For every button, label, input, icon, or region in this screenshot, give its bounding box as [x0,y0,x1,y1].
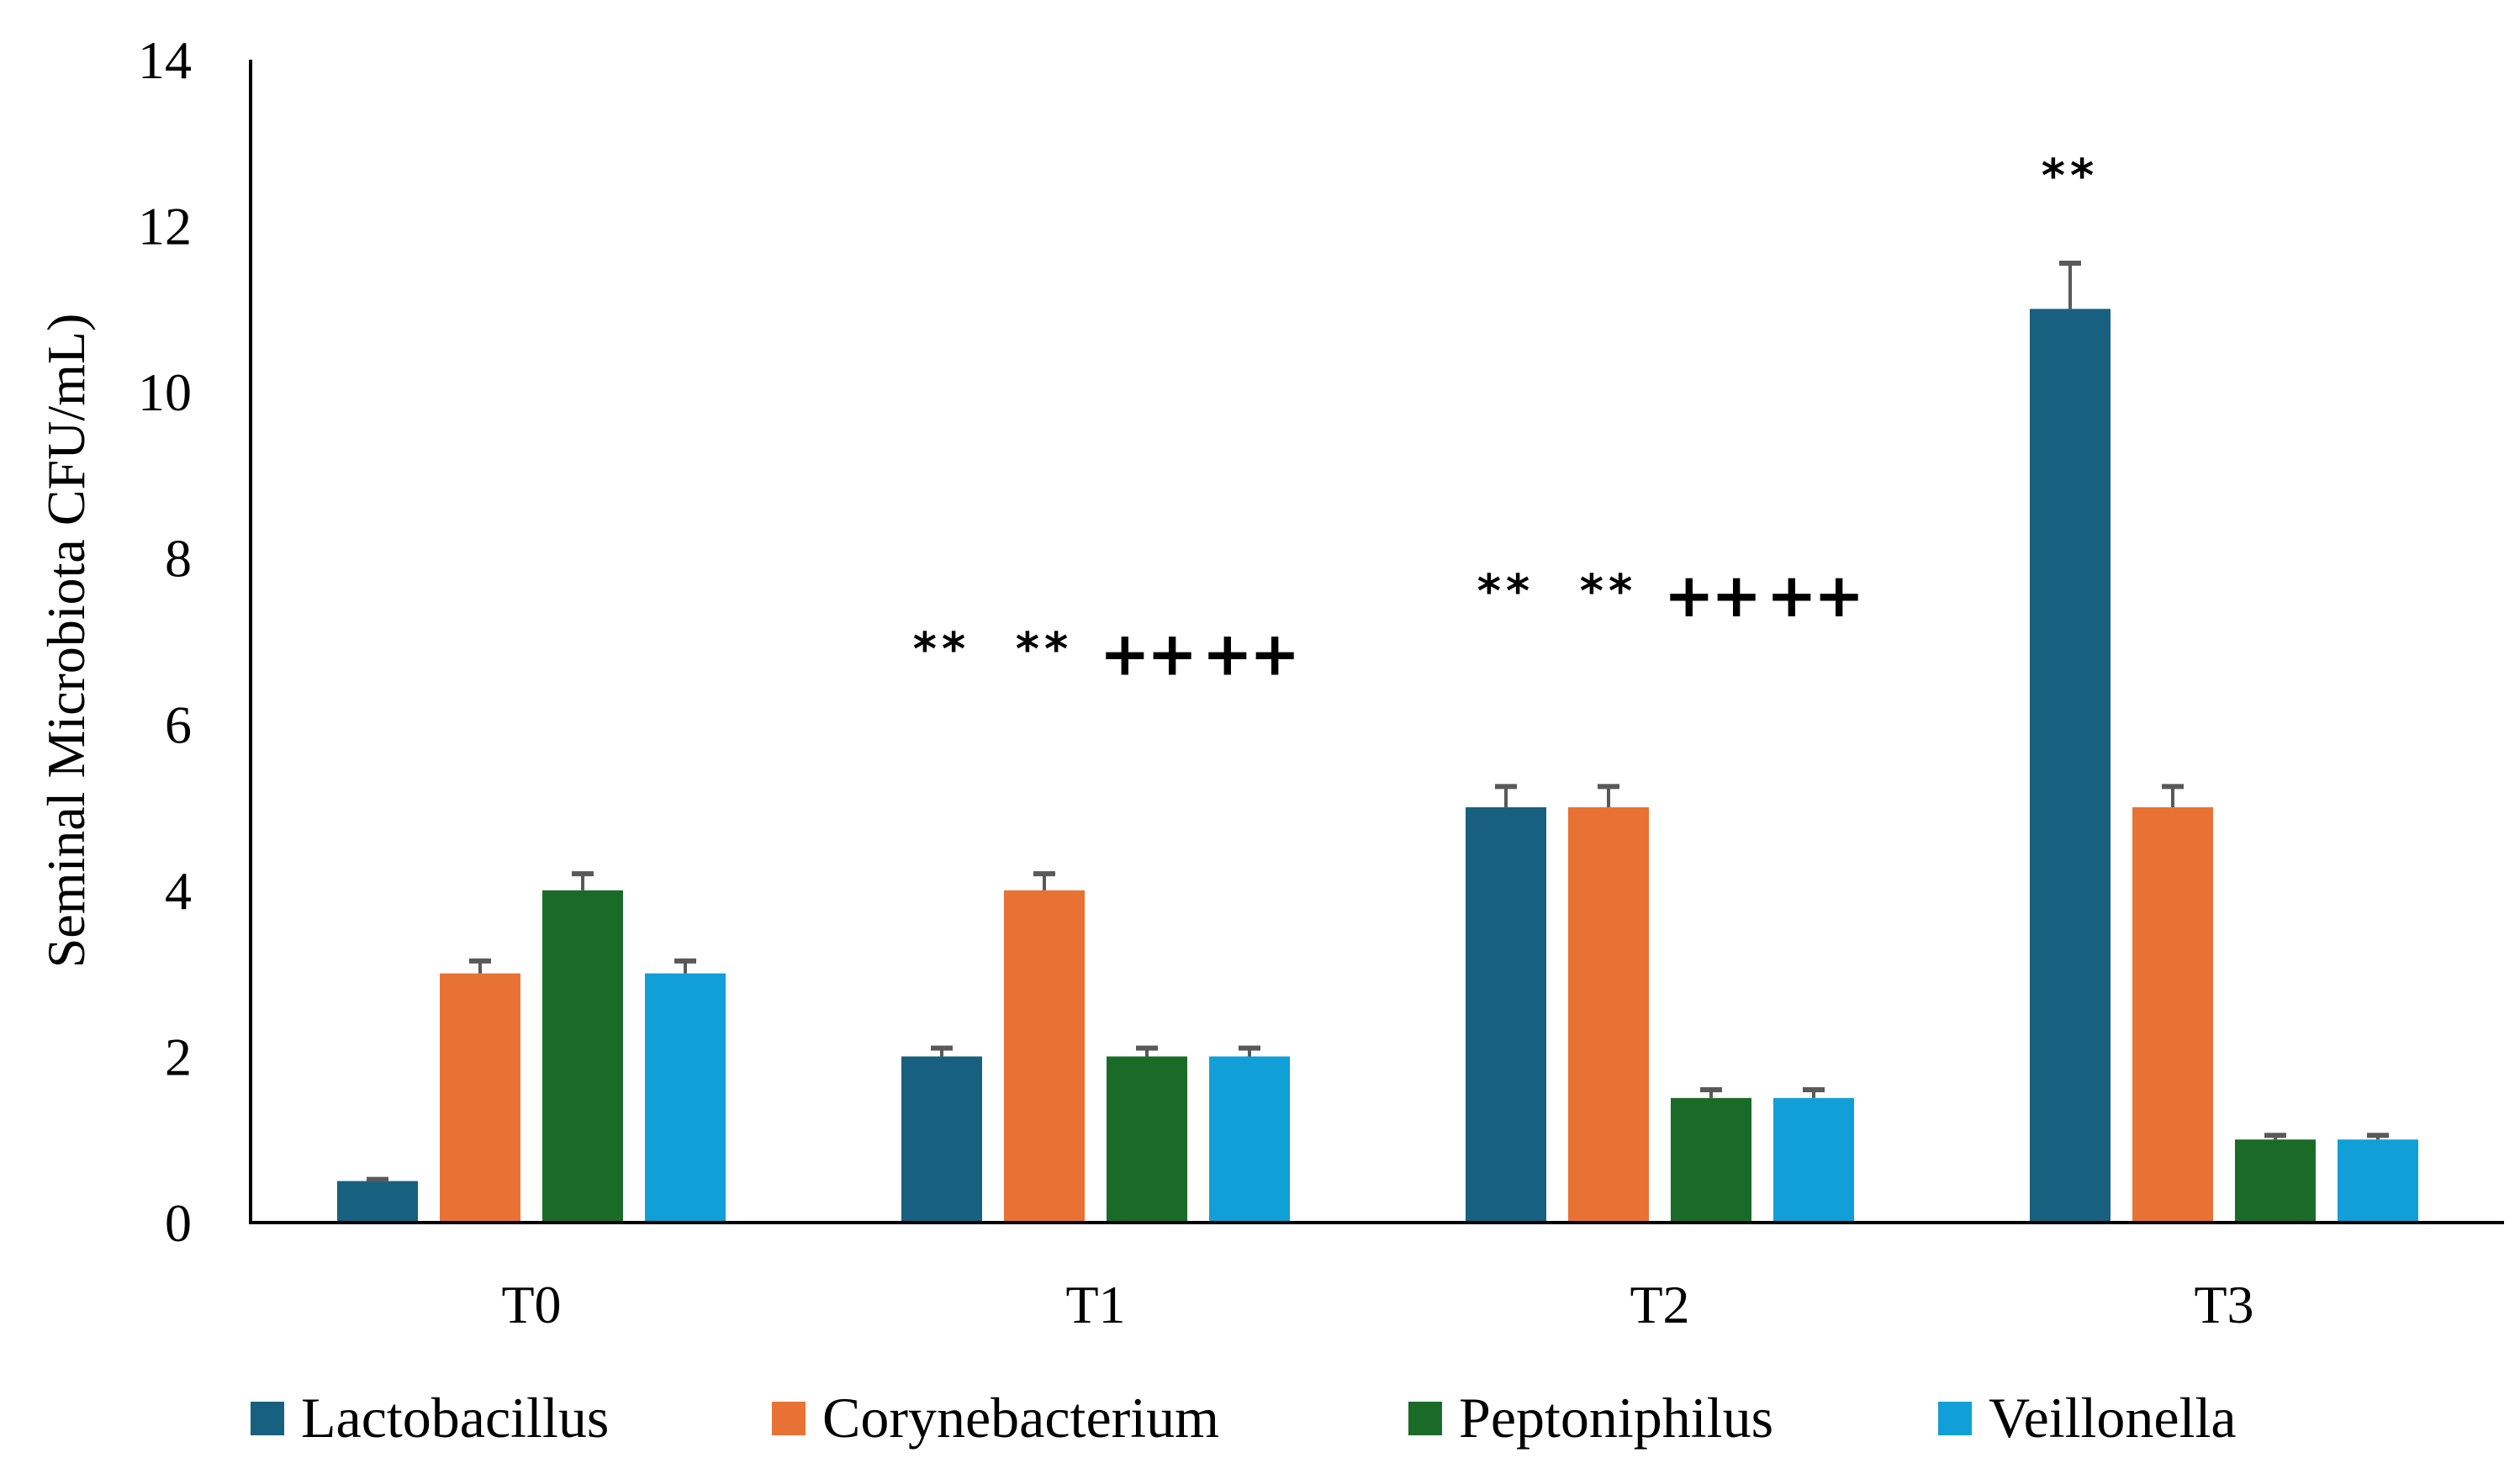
bar-corynebacterium-t2 [1568,807,1649,1223]
error-bar [2059,261,2081,309]
legend-swatch [251,1402,284,1435]
error-bar [2367,1133,2389,1140]
legend-item-veillonella: Veillonella [1938,1386,2237,1450]
x-tick-label: T0 [501,1275,561,1334]
significance-annotation: ++ [1767,560,1862,631]
significance-annotation: ++ [1664,560,1759,631]
error-bar [367,1176,388,1182]
bar-veillonella-t1 [1209,1056,1290,1223]
legend-swatch [1938,1402,1972,1435]
error-bar [674,958,696,974]
bar-lactobacillus-t2 [1466,807,1546,1223]
x-axis-ticks: T0 T1 T2 T3 [501,1275,2253,1334]
x-tick-label: T3 [2194,1275,2253,1334]
error-bar [1803,1086,1825,1098]
legend-item-corynebacterium: Corynebacterium [772,1386,1219,1450]
y-tick-label: 2 [165,1027,192,1086]
error-bar [1033,871,1055,890]
significance-annotation: ++ [1100,618,1195,689]
error-bar [469,958,491,974]
y-tick-label: 14 [138,30,192,90]
error-bar [2162,784,2184,808]
bar-corynebacterium-t3 [2132,807,2213,1223]
legend-label: Corynebacterium [822,1386,1219,1450]
error-bar [2264,1133,2286,1140]
legend-item-peptoniphilus: Peptoniphilus [1408,1386,1773,1450]
legend-label: Veillonella [1989,1386,2237,1450]
y-tick-label: 12 [138,197,192,256]
significance-annotation: ** [1477,564,1535,617]
error-bars [367,261,2389,1182]
bars [337,309,2418,1223]
y-axis-ticks: 0 2 4 6 8 10 12 14 [138,30,192,1253]
y-tick-label: 10 [138,362,192,422]
bar-peptoniphilus-t2 [1671,1097,1751,1223]
legend-swatch [772,1402,806,1435]
bar-veillonella-t3 [2338,1139,2418,1223]
error-bar [1239,1045,1260,1057]
bar-corynebacterium-t0 [440,973,520,1223]
error-bar [1700,1086,1722,1098]
y-axis-label: Seminal Microbiota CFU/mL) [36,314,96,969]
annotations: ** ** ++ ++** ** ++ ++** [913,149,2099,689]
legend-swatch [1408,1402,1442,1435]
legend-label: Lactobacillus [301,1386,609,1450]
significance-annotation: ** [1016,623,1073,676]
bar-veillonella-t0 [645,973,726,1223]
x-tick-label: T1 [1065,1275,1125,1334]
bar-lactobacillus-t3 [2030,309,2111,1223]
error-bar [572,871,594,890]
y-tick-label: 4 [165,861,192,921]
significance-annotation: ** [2042,149,2099,202]
significance-annotation: ** [1580,564,1637,617]
bar-corynebacterium-t1 [1004,890,1085,1223]
significance-annotation: ++ [1202,618,1297,689]
significance-annotation: ** [913,623,970,676]
y-tick-label: 0 [165,1193,192,1253]
bar-peptoniphilus-t1 [1107,1056,1187,1223]
y-tick-label: 6 [165,695,192,754]
error-bar [1598,784,1619,808]
bar-peptoniphilus-t0 [542,890,623,1223]
legend-label: Peptoniphilus [1459,1386,1773,1450]
bar-lactobacillus-t0 [337,1181,418,1223]
bar-veillonella-t2 [1773,1097,1854,1223]
y-tick-label: 8 [165,529,192,589]
error-bar [931,1045,953,1057]
legend-item-lactobacillus: Lactobacillus [251,1386,609,1450]
legend: Lactobacillus Corynebacterium Peptoniphilu… [251,1386,2237,1450]
bar-lactobacillus-t1 [901,1056,982,1223]
error-bar [1495,784,1517,808]
x-tick-label: T2 [1630,1275,1689,1334]
error-bar [1136,1045,1158,1057]
bar-peptoniphilus-t3 [2235,1139,2316,1223]
